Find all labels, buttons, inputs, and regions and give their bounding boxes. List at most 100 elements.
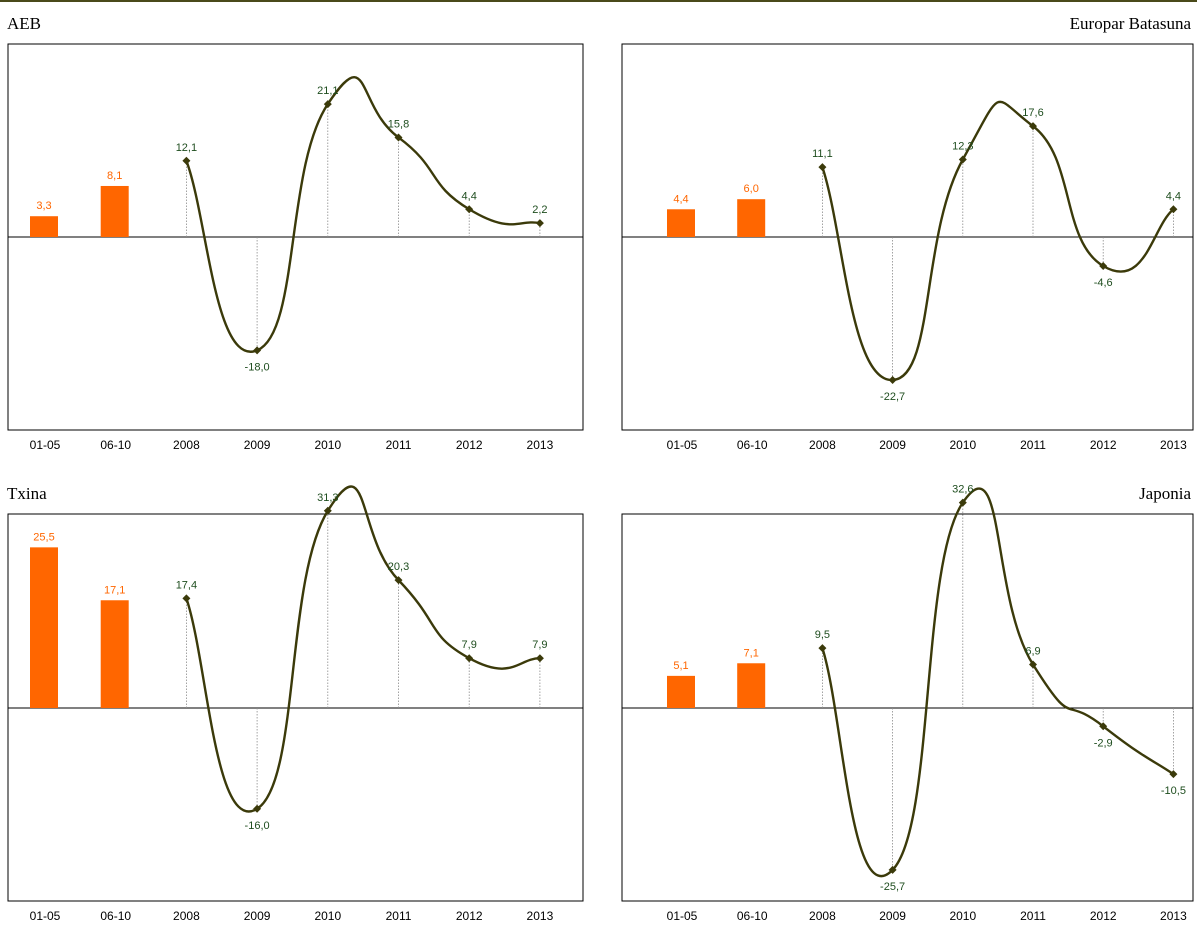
bar-label: 8,1 <box>107 170 122 182</box>
x-tick-label: 2010 <box>314 438 341 452</box>
chart-panel-japonia: Japonia 5,1 7,1 9,5 -25,7 32,6 6,9 -2,9 -10,5 01… <box>598 484 1197 935</box>
x-tick-label: 2011 <box>1020 438 1046 452</box>
point-label: 9,5 <box>815 629 830 641</box>
point-marker-2008 <box>818 163 827 172</box>
point-label: -10,5 <box>1161 785 1186 797</box>
x-tick-label: 2009 <box>244 438 271 452</box>
point-marker-2011 <box>394 133 403 142</box>
bar-06-10 <box>737 199 766 237</box>
bar-label: 6,0 <box>744 183 759 195</box>
point-marker-2012 <box>1099 261 1108 270</box>
x-tick-label: 2012 <box>1090 909 1117 923</box>
chart-title: Txina <box>7 484 47 503</box>
bar-06-10 <box>100 185 129 237</box>
x-tick-label: 2013 <box>1160 909 1187 923</box>
chart-svg: 4,4 6,0 11,1 -22,7 12,3 17,6 -4,6 4,4 01-05 06-10… <box>621 43 1194 452</box>
point-marker-2009 <box>888 865 897 874</box>
x-tick-label: 2009 <box>879 438 906 452</box>
point-label: 12,1 <box>176 142 197 154</box>
point-label: 4,4 <box>462 190 477 202</box>
bar-01-05 <box>667 675 695 708</box>
point-marker-2013 <box>535 219 544 228</box>
point-label: -16,0 <box>245 820 270 832</box>
bar-label: 5,1 <box>673 660 688 672</box>
x-tick-label: 2012 <box>456 438 483 452</box>
x-tick-label: 2010 <box>949 438 976 452</box>
series-line <box>821 100 1175 382</box>
point-marker-2011 <box>1029 660 1037 669</box>
x-tick-label: 2008 <box>809 909 836 923</box>
chart-panel-europar-batasuna: Europar Batasuna 4,4 6,0 11,1 -22,7 12,3 17,6… <box>598 14 1197 464</box>
x-tick-label: 2013 <box>527 909 554 923</box>
point-label: 12,3 <box>952 141 973 153</box>
point-marker-2012 <box>465 654 474 663</box>
x-tick-label: 01-05 <box>30 438 61 452</box>
point-label: 20,3 <box>388 561 409 573</box>
x-tick-label: 01-05 <box>30 909 61 923</box>
point-marker-2008 <box>182 594 191 603</box>
point-label: -2,9 <box>1094 737 1113 749</box>
x-tick-label: 06-10 <box>737 909 768 923</box>
bar-label: 4,4 <box>673 193 688 205</box>
x-tick-label: 01-05 <box>667 438 698 452</box>
bar-06-10 <box>737 663 766 708</box>
bar-label: 17,1 <box>104 584 125 596</box>
x-tick-label: 06-10 <box>737 438 768 452</box>
point-marker-2010 <box>323 100 332 109</box>
series-line <box>185 76 541 353</box>
point-label: 11,1 <box>812 148 833 160</box>
point-marker-2012 <box>465 205 474 214</box>
bar-label: 7,1 <box>744 647 759 659</box>
point-marker-2013 <box>535 654 544 663</box>
point-marker-2009 <box>253 346 262 355</box>
chart-title: Europar Batasuna <box>1069 14 1191 33</box>
point-marker-2010 <box>958 498 967 507</box>
point-marker-2013 <box>1169 205 1178 214</box>
x-tick-label: 2012 <box>456 909 483 923</box>
series-line <box>821 487 1175 878</box>
x-tick-label: 2011 <box>386 438 412 452</box>
x-tick-label: 2009 <box>879 909 906 923</box>
x-tick-label: 2008 <box>173 909 200 923</box>
point-marker-2010 <box>323 506 332 515</box>
x-tick-label: 2009 <box>244 909 271 923</box>
point-label: 7,9 <box>532 639 547 651</box>
x-tick-label: 2013 <box>1160 438 1187 452</box>
chart-svg: 5,1 7,1 9,5 -25,7 32,6 6,9 -2,9 -10,5 01-05 06-10… <box>621 484 1194 923</box>
point-label: 17,6 <box>1022 107 1043 119</box>
point-marker-2011 <box>1029 122 1037 131</box>
point-label: -25,7 <box>880 881 905 893</box>
x-tick-label: 06-10 <box>100 438 131 452</box>
chart-title: AEB <box>7 14 41 33</box>
series-line <box>185 485 540 813</box>
point-label: 31,3 <box>317 492 338 504</box>
point-marker-2012 <box>1099 722 1108 731</box>
point-label: -4,6 <box>1094 277 1113 289</box>
chart-title: Japonia <box>1139 484 1191 503</box>
x-tick-label: 2010 <box>949 909 976 923</box>
point-marker-2013 <box>1169 770 1178 779</box>
point-label: 6,9 <box>1025 646 1040 658</box>
point-label: 2,2 <box>532 204 547 216</box>
bar-label: 3,3 <box>36 200 51 212</box>
top-rule <box>0 0 1197 2</box>
chart-panel-aeb: AEB 3,3 8,1 12,1 -18,0 21,1 15,8 4,4 2,2 01-05 06… <box>0 14 590 464</box>
x-tick-label: 2010 <box>314 909 341 923</box>
x-tick-label: 2012 <box>1090 438 1117 452</box>
chart-panel-txina: Txina 25,5 17,1 17,4 -16,0 31,3 20,3 7,9 7,9 01-… <box>0 484 590 935</box>
point-label: 32,6 <box>952 484 973 496</box>
point-label: 7,9 <box>462 639 477 651</box>
point-label: 15,8 <box>388 118 409 130</box>
point-marker-2010 <box>958 155 967 164</box>
point-marker-2009 <box>888 376 897 385</box>
point-label: -22,7 <box>880 391 905 403</box>
bar-01-05 <box>30 547 58 708</box>
point-marker-2008 <box>182 156 191 165</box>
bar-label: 25,5 <box>33 531 54 543</box>
point-marker-2008 <box>818 644 827 653</box>
x-tick-label: 2011 <box>1020 909 1046 923</box>
x-tick-label: 2008 <box>809 438 836 452</box>
x-tick-label: 2011 <box>386 909 412 923</box>
point-label: 17,4 <box>176 579 197 591</box>
point-marker-2009 <box>253 804 262 813</box>
